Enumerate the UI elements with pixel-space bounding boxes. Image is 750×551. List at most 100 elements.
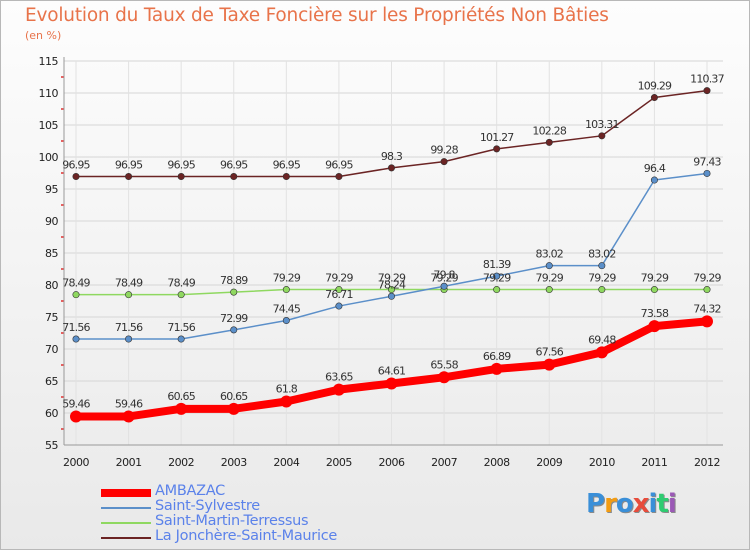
- x-tick-label: 2008: [484, 456, 510, 469]
- y-tick-label: 115: [39, 55, 59, 68]
- data-label: 65.58: [430, 358, 458, 371]
- data-label: 103.31: [585, 118, 619, 131]
- data-point: [440, 282, 448, 290]
- data-label: 83.02: [536, 248, 564, 261]
- logo-letter: i: [667, 489, 677, 519]
- data-label: 60.65: [167, 390, 195, 403]
- data-point: [332, 383, 345, 396]
- data-point: [70, 410, 82, 423]
- data-point: [438, 371, 451, 384]
- legend-label: La Jonchère-Saint-Maurice: [155, 528, 337, 544]
- data-label: 79.29: [693, 272, 721, 285]
- x-tick-label: 2009: [536, 456, 562, 469]
- data-label: 76.71: [325, 288, 353, 301]
- data-label: 63.65: [325, 371, 353, 384]
- y-tick-label: 55: [45, 439, 58, 452]
- data-label: 99.28: [430, 144, 458, 157]
- data-point: [72, 335, 80, 343]
- y-tick-label: 70: [45, 343, 58, 356]
- data-point: [490, 362, 503, 375]
- data-label: 78.49: [115, 277, 143, 290]
- data-point: [177, 291, 185, 299]
- data-point: [545, 286, 553, 294]
- x-tick-label: 2004: [273, 456, 299, 469]
- data-label: 64.61: [378, 364, 406, 377]
- data-point: [72, 291, 80, 299]
- data-label: 96.95: [62, 159, 90, 172]
- unit-label: (en %): [25, 29, 62, 42]
- data-label: 101.27: [480, 131, 514, 144]
- x-tick-label: 2010: [589, 456, 615, 469]
- x-tick-label: 2011: [641, 456, 667, 469]
- data-label: 79.29: [325, 272, 353, 285]
- legend-swatch: [101, 522, 151, 524]
- y-tick-label: 110: [39, 87, 59, 100]
- data-point: [122, 410, 135, 423]
- data-point: [650, 94, 658, 102]
- legend-swatch: [101, 489, 151, 497]
- data-label: 78.49: [167, 277, 195, 290]
- data-point: [598, 262, 606, 270]
- data-point: [282, 173, 290, 181]
- data-label: 79.29: [273, 272, 301, 285]
- data-point: [387, 164, 395, 172]
- data-point: [650, 286, 658, 294]
- data-label: 66.89: [483, 350, 511, 363]
- data-label: 72.99: [220, 312, 248, 325]
- y-tick-label: 95: [45, 183, 58, 196]
- data-point: [543, 358, 556, 371]
- data-point: [703, 286, 711, 294]
- x-tick-label: 2002: [168, 456, 194, 469]
- data-label: 71.56: [115, 321, 143, 334]
- data-label: 98.3: [381, 150, 403, 163]
- data-point: [282, 317, 290, 325]
- data-label: 83.02: [588, 248, 616, 261]
- data-label: 96.95: [167, 159, 195, 172]
- data-point: [125, 173, 133, 181]
- logo-letter: r: [604, 489, 617, 519]
- data-point: [177, 335, 185, 343]
- y-tick-label: 65: [45, 375, 58, 388]
- logo-letter: i: [648, 489, 658, 519]
- data-point: [335, 302, 343, 310]
- y-tick-label: 105: [39, 119, 59, 132]
- data-point: [282, 286, 290, 294]
- data-point: [545, 138, 553, 146]
- x-tick-label: 2003: [221, 456, 247, 469]
- x-tick-label: 2001: [116, 456, 142, 469]
- y-tick-label: 80: [45, 279, 58, 292]
- data-label: 79.29: [430, 272, 458, 285]
- data-label: 73.58: [641, 307, 669, 320]
- data-label: 102.28: [532, 124, 566, 137]
- data-point: [177, 173, 185, 181]
- legend-swatch: [101, 507, 151, 509]
- x-tick-label: 2012: [694, 456, 720, 469]
- logo-letter: x: [632, 489, 650, 519]
- data-point: [125, 291, 133, 299]
- legend-label: AMBAZAC: [155, 483, 225, 499]
- data-point: [703, 169, 711, 177]
- data-point: [230, 173, 238, 181]
- data-point: [648, 320, 661, 333]
- logo-letter: o: [615, 489, 634, 519]
- legend-swatch: [101, 537, 151, 539]
- data-label: 109.29: [638, 80, 672, 93]
- chart-title: Evolution du Taux de Taxe Foncière sur l…: [25, 5, 609, 26]
- data-label: 78.49: [62, 277, 90, 290]
- legend-label: Saint-Martin-Terressus: [155, 513, 309, 529]
- data-label: 61.8: [276, 382, 298, 395]
- data-point: [595, 346, 608, 359]
- data-label: 71.56: [62, 321, 90, 334]
- data-point: [545, 262, 553, 270]
- data-point: [387, 292, 395, 300]
- x-tick-label: 2005: [326, 456, 352, 469]
- data-point: [493, 286, 501, 294]
- data-point: [227, 402, 240, 415]
- x-tick-label: 2006: [379, 456, 405, 469]
- data-label: 79.29: [483, 272, 511, 285]
- data-point: [335, 173, 343, 181]
- data-label: 59.46: [115, 397, 143, 410]
- data-point: [280, 395, 293, 408]
- data-label: 96.95: [115, 159, 143, 172]
- data-label: 96.95: [273, 159, 301, 172]
